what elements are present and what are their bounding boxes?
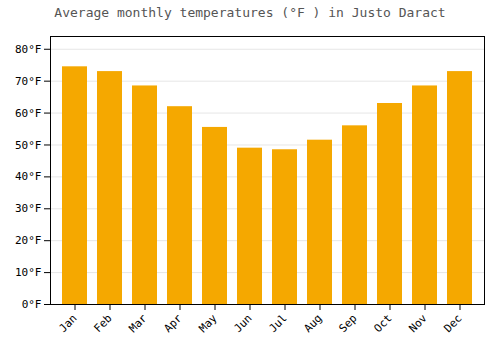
svg-text:10°F: 10°F	[15, 266, 42, 279]
svg-text:Oct: Oct	[371, 312, 394, 335]
svg-text:Dec: Dec	[441, 312, 464, 335]
svg-text:Jun: Jun	[231, 312, 254, 335]
html-text:Average monthly temperatures (: Average monthly temperatures (°F ) in Ju…	[54, 5, 446, 20]
svg-text:20°F: 20°F	[15, 234, 42, 247]
svg-text:30°F: 30°F	[15, 202, 42, 215]
svg-text:50°F: 50°F	[15, 138, 42, 151]
svg-text:Jul: Jul	[266, 312, 289, 335]
svg-text:0°F: 0°F	[22, 298, 42, 311]
svg-text:70°F: 70°F	[15, 75, 42, 88]
svg-text:Jan: Jan	[56, 312, 79, 335]
svg-text:40°F: 40°F	[15, 170, 42, 183]
svg-text:Apr: Apr	[161, 311, 185, 335]
svg-text:Aug: Aug	[301, 312, 324, 335]
svg-text:Mar: Mar	[126, 311, 150, 335]
svg-text:Sep: Sep	[336, 312, 359, 335]
svg-text:80°F: 80°F	[15, 43, 42, 56]
svg-text:May: May	[196, 311, 220, 335]
svg-text:Nov: Nov	[406, 311, 430, 335]
svg-text:Feb: Feb	[91, 312, 114, 335]
svg-text:60°F: 60°F	[15, 107, 42, 120]
